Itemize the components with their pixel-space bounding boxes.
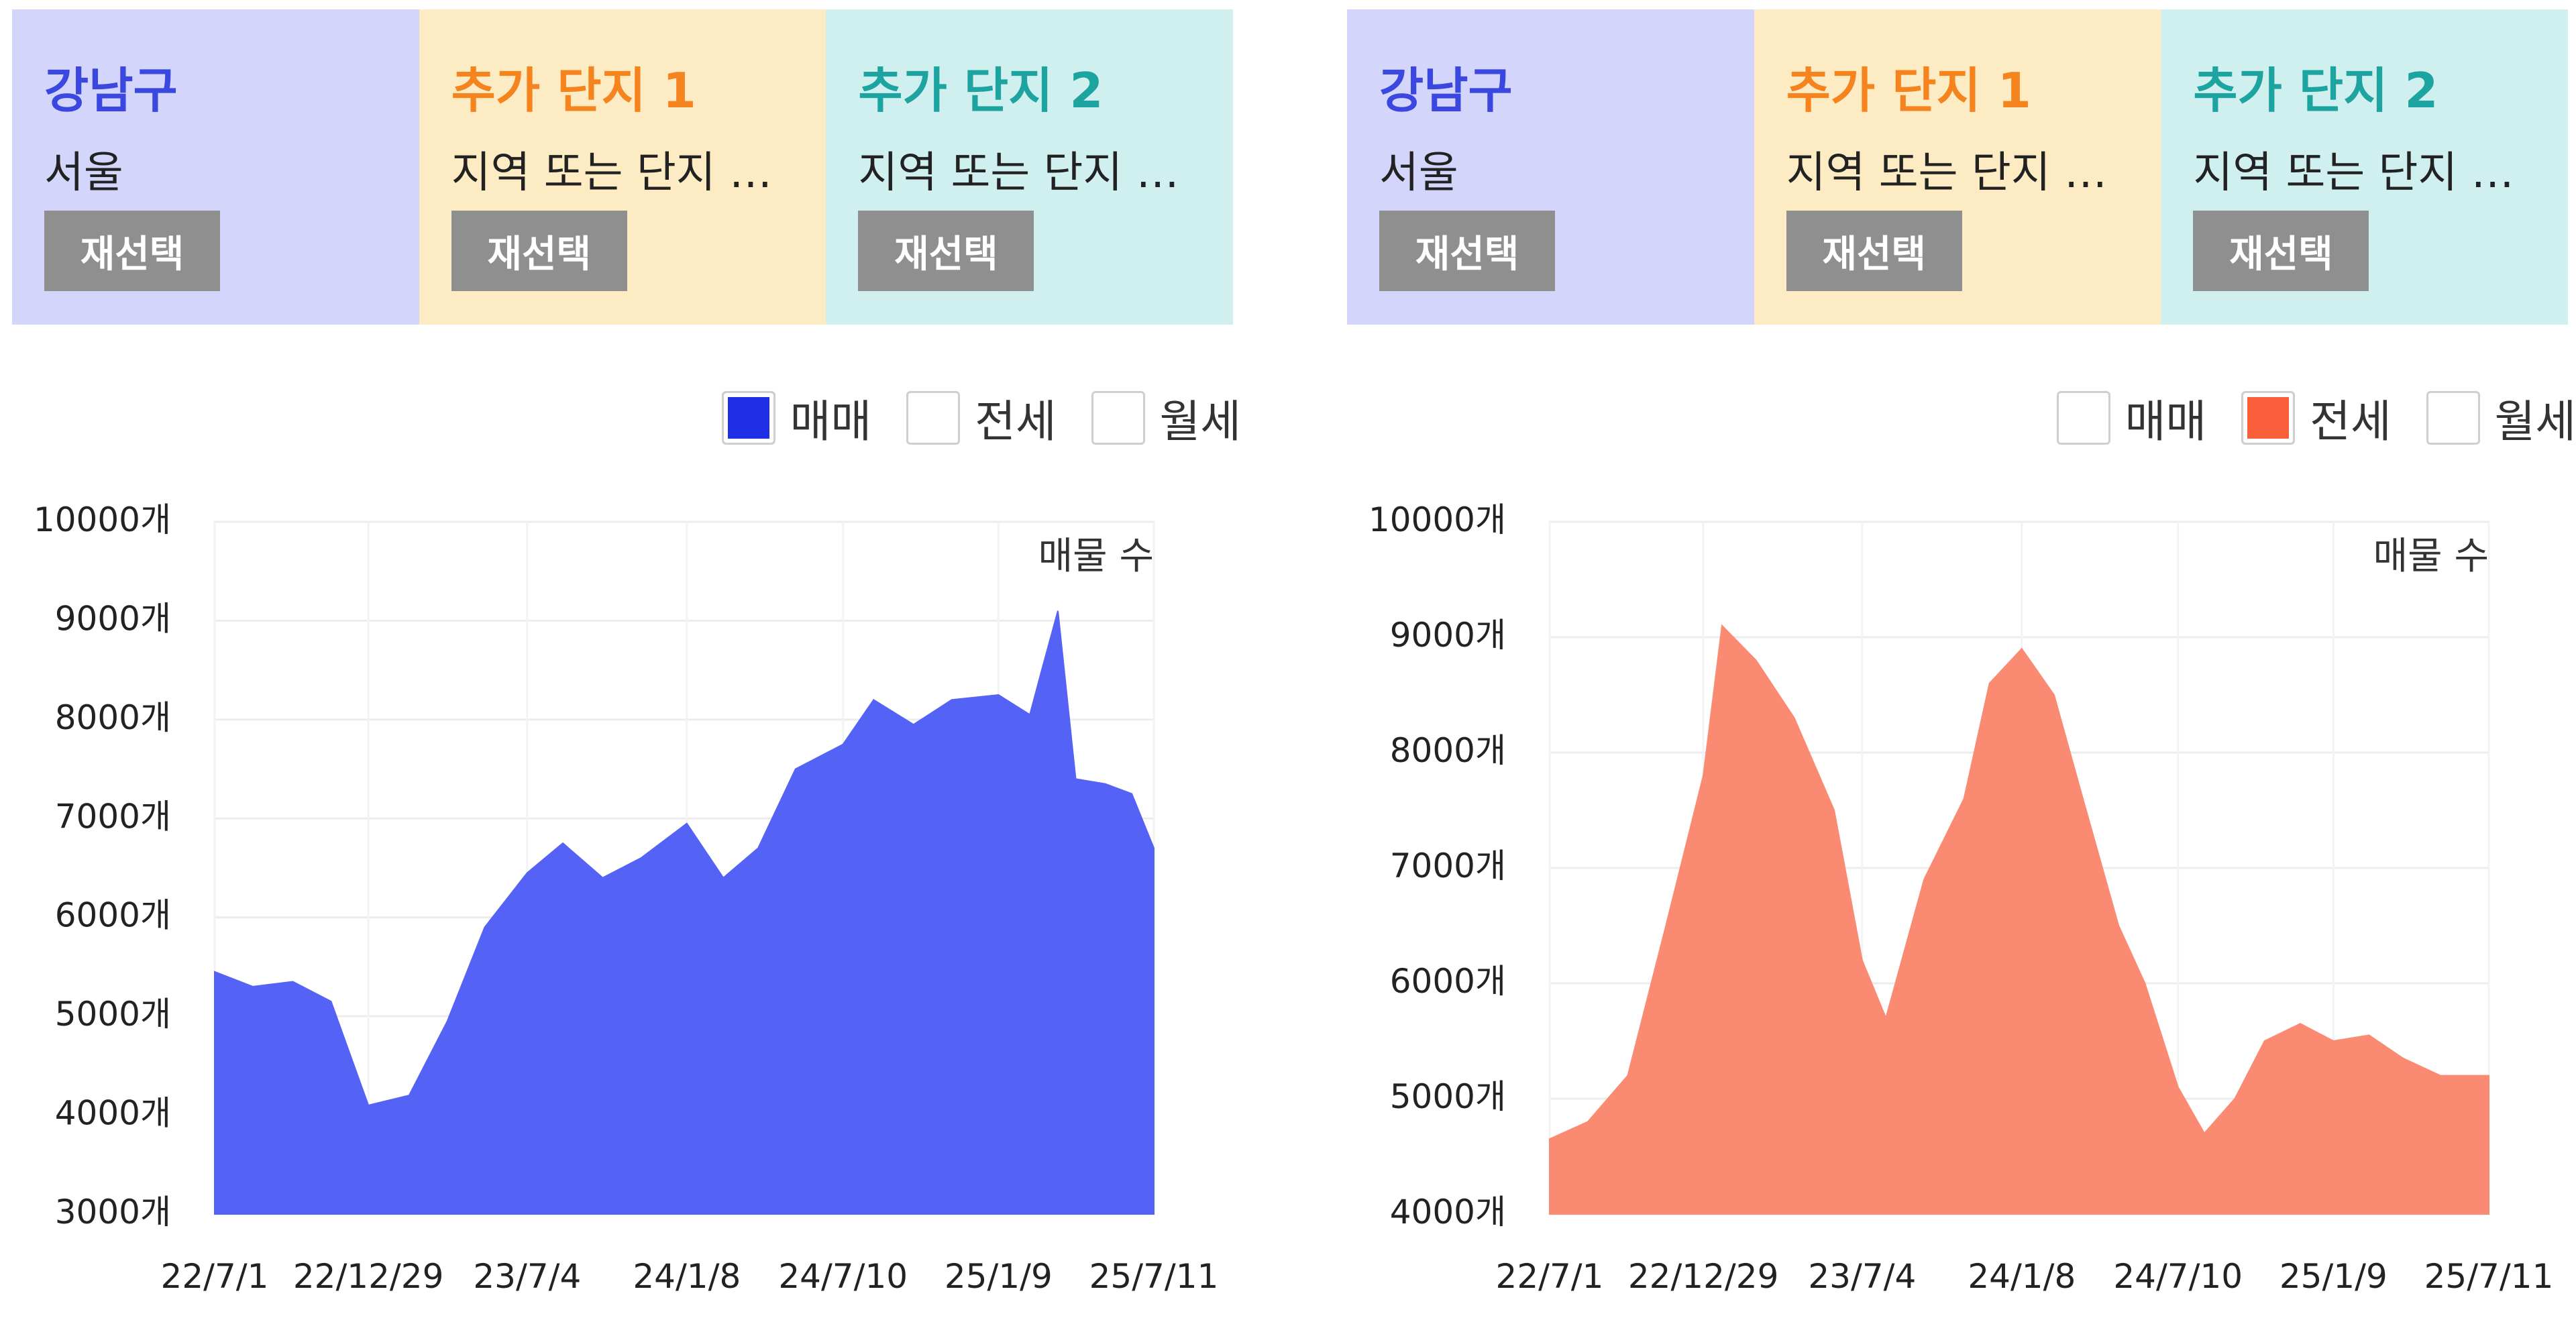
x-tick-label: 25/7/11 [1089, 1257, 1219, 1296]
y-tick-label: 7000개 [1390, 846, 1506, 885]
legend-item-sale[interactable]: 매매 [2056, 386, 2207, 450]
series-area [214, 610, 1155, 1215]
checkbox-monthly[interactable] [1091, 391, 1145, 445]
checkbox-monthly[interactable] [2426, 391, 2480, 445]
x-tick-label: 22/7/1 [1496, 1257, 1604, 1296]
x-tick-label: 24/1/8 [1968, 1257, 2076, 1296]
area-placeholder: 지역 또는 단지 … [1786, 148, 2107, 198]
y-tick-label: 5000개 [1390, 1077, 1506, 1116]
legend-label-jeonse: 전세 [975, 396, 1057, 447]
area-card-gangnam: 강남구 서울 재선택 [1347, 9, 1754, 325]
reselect-button[interactable]: 재선택 [1786, 211, 1962, 291]
legend-item-monthly[interactable]: 월세 [2426, 386, 2576, 450]
area-card-extra-1: 추가 단지 1 지역 또는 단지 … 재선택 [1754, 9, 2161, 325]
area-name: 강남구 [1379, 62, 1513, 119]
legend-label-sale: 매매 [790, 396, 872, 447]
reselect-button[interactable]: 재선택 [44, 211, 220, 291]
trade-type-legend: 매매 전세 월세 [687, 386, 1241, 450]
area-placeholder: 지역 또는 단지 … [451, 148, 772, 198]
y-tick-label: 4000개 [1390, 1193, 1506, 1231]
trade-type-legend: 매매 전세 월세 [2022, 386, 2576, 450]
x-tick-label: 23/7/4 [1808, 1257, 1916, 1296]
legend-label-monthly: 월세 [2494, 396, 2576, 447]
reselect-button[interactable]: 재선택 [451, 211, 627, 291]
area-card-extra-2: 추가 단지 2 지역 또는 단지 … 재선택 [826, 9, 1234, 325]
x-tick-label: 22/12/29 [293, 1257, 444, 1296]
series-label: 매물 수 [2373, 535, 2489, 578]
x-tick-label: 25/1/9 [2279, 1257, 2387, 1296]
checkbox-sale[interactable] [2056, 391, 2110, 445]
area-name: 추가 단지 2 [858, 62, 1104, 119]
left-panel: 강남구 서울 재선택 추가 단지 1 지역 또는 단지 … 재선택 추가 단지 … [0, 0, 1261, 1318]
y-tick-label: 10000개 [1368, 500, 1506, 539]
x-tick-label: 24/7/10 [778, 1257, 908, 1296]
x-tick-label: 22/12/29 [1628, 1257, 1779, 1296]
area-placeholder: 지역 또는 단지 … [2193, 148, 2514, 198]
legend-item-jeonse[interactable]: 전세 [906, 386, 1057, 450]
area-card-extra-1: 추가 단지 1 지역 또는 단지 … 재선택 [419, 9, 826, 325]
x-tick-label: 25/7/11 [2424, 1257, 2554, 1296]
area-region: 서울 [44, 148, 123, 198]
reselect-button[interactable]: 재선택 [858, 211, 1034, 291]
legend-label-sale: 매매 [2125, 396, 2207, 447]
reselect-button[interactable]: 재선택 [1379, 211, 1555, 291]
area-name: 강남구 [44, 62, 178, 119]
series-label: 매물 수 [1038, 535, 1154, 578]
reselect-button[interactable]: 재선택 [2193, 211, 2369, 291]
x-tick-label: 24/1/8 [633, 1257, 741, 1296]
x-tick-label: 25/1/9 [945, 1257, 1053, 1296]
y-tick-label: 8000개 [55, 698, 171, 737]
y-tick-label: 8000개 [1390, 731, 1506, 770]
y-tick-label: 7000개 [55, 797, 171, 836]
listing-count-chart-sale: 3000개 4000개 5000개 6000개 7000개 8000개 9000개 10000… [34, 500, 1219, 1296]
area-name: 추가 단지 2 [2193, 62, 2438, 119]
x-tick-label: 24/7/10 [2113, 1257, 2243, 1296]
legend-label-monthly: 월세 [1159, 396, 1241, 447]
y-tick-label: 5000개 [55, 995, 171, 1034]
y-tick-label: 6000개 [1390, 962, 1506, 1001]
area-card-gangnam: 강남구 서울 재선택 [12, 9, 419, 325]
area-name: 추가 단지 1 [451, 62, 696, 119]
area-placeholder: 지역 또는 단지 … [858, 148, 1179, 198]
y-tick-label: 9000개 [1390, 616, 1506, 655]
legend-item-monthly[interactable]: 월세 [1091, 386, 1241, 450]
x-tick-label: 23/7/4 [473, 1257, 581, 1296]
checkbox-jeonse[interactable] [906, 391, 961, 445]
legend-item-jeonse[interactable]: 전세 [2241, 386, 2392, 450]
listing-count-chart-jeonse: 4000개 5000개 6000개 7000개 8000개 9000개 10000개 22/7… [1368, 500, 2554, 1296]
y-tick-label: 3000개 [55, 1193, 171, 1231]
checkbox-sale[interactable] [721, 391, 775, 445]
y-tick-label: 6000개 [55, 896, 171, 935]
y-tick-label: 10000개 [34, 500, 171, 539]
area-selector: 강남구 서울 재선택 추가 단지 1 지역 또는 단지 … 재선택 추가 단지 … [1347, 9, 2569, 325]
area-region: 서울 [1379, 148, 1458, 198]
legend-label-jeonse: 전세 [2310, 396, 2392, 447]
area-selector: 강남구 서울 재선택 추가 단지 1 지역 또는 단지 … 재선택 추가 단지 … [12, 9, 1234, 325]
checkbox-jeonse[interactable] [2241, 391, 2296, 445]
y-tick-label: 9000개 [55, 599, 171, 638]
y-tick-label: 4000개 [55, 1094, 171, 1133]
legend-item-sale[interactable]: 매매 [721, 386, 872, 450]
x-tick-label: 22/7/1 [161, 1257, 269, 1296]
series-area [1549, 624, 2489, 1215]
area-name: 추가 단지 1 [1786, 62, 2031, 119]
right-panel: 강남구 서울 재선택 추가 단지 1 지역 또는 단지 … 재선택 추가 단지 … [1335, 0, 2576, 1318]
area-card-extra-2: 추가 단지 2 지역 또는 단지 … 재선택 [2161, 9, 2569, 325]
